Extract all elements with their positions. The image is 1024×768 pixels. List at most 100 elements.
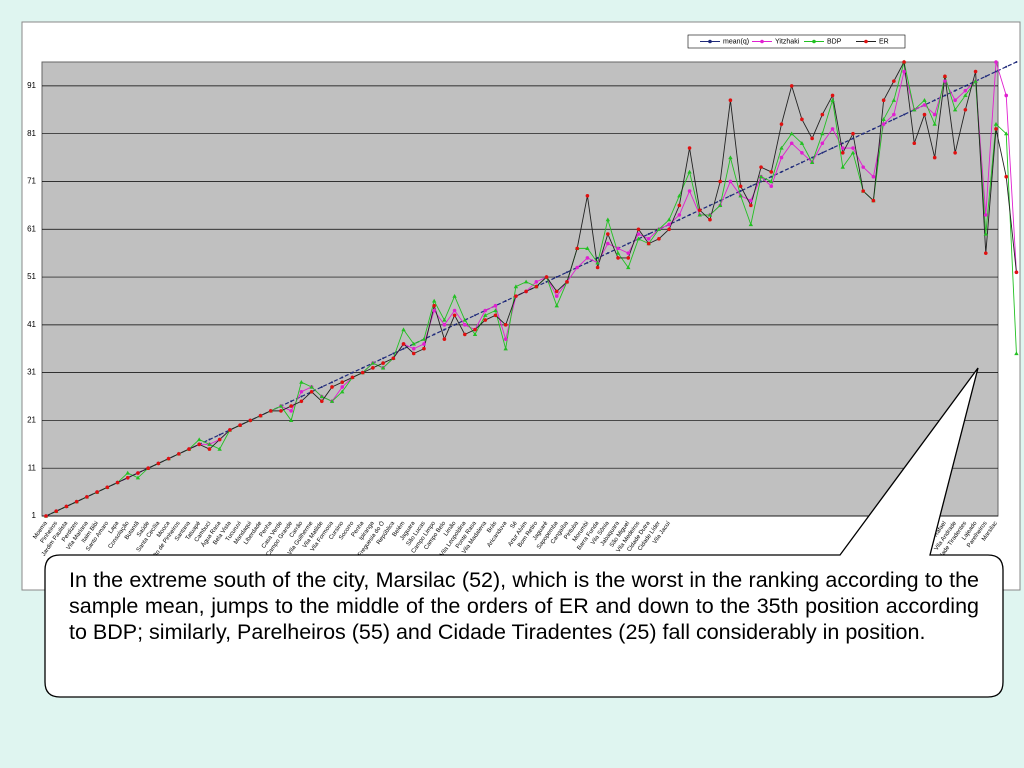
marker: [749, 198, 753, 203]
marker: [575, 246, 579, 251]
marker: [963, 88, 968, 93]
marker: [523, 279, 529, 284]
marker: [299, 389, 304, 394]
marker: [666, 217, 672, 222]
marker: [207, 442, 212, 446]
marker: [595, 265, 600, 270]
marker: [555, 276, 558, 279]
legend-label: ER: [879, 38, 889, 45]
marker: [289, 409, 293, 413]
marker: [851, 137, 854, 140]
y-tick-label: 81: [27, 129, 36, 138]
annotation: In the extreme south of the city, Marsil…: [69, 568, 979, 644]
marker: [565, 271, 568, 274]
marker: [1014, 270, 1019, 275]
marker: [811, 156, 814, 159]
marker: [953, 98, 957, 103]
y-tick-label: 1: [32, 511, 37, 520]
marker: [554, 294, 559, 298]
marker: [330, 385, 334, 389]
y-tick-label: 61: [27, 224, 36, 233]
marker: [677, 193, 682, 198]
marker: [340, 385, 345, 389]
marker: [903, 113, 906, 116]
legend: mean(q) Yitzhaki BDP ER: [687, 34, 906, 49]
marker: [462, 317, 468, 322]
marker: [472, 332, 478, 336]
marker: [760, 180, 763, 183]
marker: [1015, 61, 1018, 63]
legend-marker: [812, 39, 816, 44]
marker: [759, 165, 763, 169]
marker: [667, 222, 671, 227]
marker: [983, 231, 988, 236]
marker: [401, 342, 406, 346]
marker: [984, 75, 987, 78]
marker: [840, 164, 845, 169]
marker: [728, 155, 733, 160]
marker: [636, 227, 641, 232]
marker: [586, 261, 589, 264]
marker: [922, 98, 927, 102]
marker: [554, 289, 559, 294]
marker: [748, 222, 754, 227]
marker: [606, 252, 609, 255]
marker: [626, 251, 631, 255]
marker: [688, 213, 691, 216]
marker: [544, 275, 549, 279]
marker: [933, 99, 936, 102]
marker: [697, 208, 702, 212]
marker: [871, 198, 876, 203]
marker: [421, 336, 427, 341]
marker: [616, 256, 620, 260]
marker: [892, 118, 895, 121]
marker: [820, 141, 825, 146]
marker: [719, 199, 722, 202]
marker: [370, 360, 376, 365]
legend-marker: [760, 39, 764, 44]
marker: [309, 389, 314, 394]
marker: [1005, 65, 1008, 68]
y-tick-label: 11: [28, 463, 37, 472]
marker: [320, 385, 323, 388]
marker: [380, 365, 386, 370]
marker: [657, 237, 661, 241]
marker: [809, 160, 815, 164]
marker: [299, 379, 304, 384]
marker: [647, 233, 650, 236]
marker: [503, 346, 508, 351]
marker: [278, 403, 284, 408]
marker: [1004, 131, 1009, 136]
marker: [207, 447, 212, 451]
marker: [881, 117, 886, 121]
marker: [432, 303, 436, 308]
marker: [780, 170, 783, 173]
marker: [442, 337, 447, 341]
marker: [779, 155, 784, 160]
marker: [411, 341, 416, 346]
y-tick-label: 41: [27, 320, 36, 329]
marker: [606, 241, 610, 246]
marker: [217, 446, 222, 451]
marker: [411, 351, 416, 356]
marker: [290, 400, 293, 403]
marker: [820, 112, 825, 117]
marker: [135, 475, 141, 480]
marker: [483, 308, 488, 313]
marker: [125, 470, 130, 475]
marker: [197, 442, 202, 447]
marker: [402, 347, 405, 350]
legend-box: [687, 34, 906, 49]
marker: [524, 289, 528, 294]
marker: [309, 384, 314, 389]
marker: [881, 122, 886, 126]
marker: [411, 346, 416, 351]
marker: [871, 174, 876, 179]
legend-label: Yitzhaki: [775, 38, 800, 45]
series-line: [45, 60, 1017, 517]
marker: [636, 236, 641, 241]
marker: [54, 509, 59, 514]
y-tick-label: 71: [27, 177, 36, 186]
marker: [431, 298, 437, 303]
